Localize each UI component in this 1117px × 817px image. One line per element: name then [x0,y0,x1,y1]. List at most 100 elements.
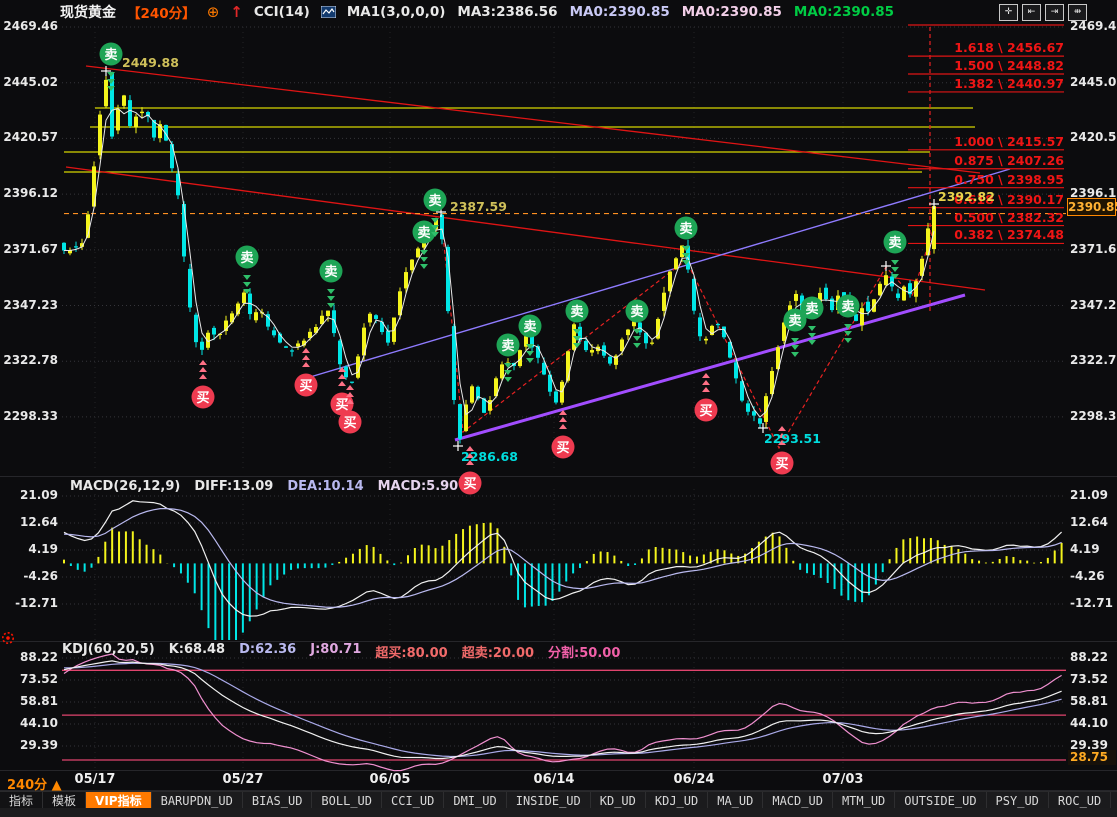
buy-badge-circle [551,435,575,459]
buy-signal-badge[interactable]: 买 [191,360,215,409]
zoom-in-axis-icon[interactable]: ⇥ [1045,4,1064,21]
timeframe-arrow-icon: ▲ [51,778,62,793]
sell-signal-badge[interactable]: 卖 [99,42,123,92]
indicator-tab[interactable]: CCI_UD [382,792,445,809]
buy-arrow-icon [338,367,346,372]
candle-body [926,228,930,256]
buy-signal-badge[interactable]: 买 [338,385,362,434]
indicator-tab[interactable]: PSY_UD [986,792,1049,809]
candle-body [398,291,402,316]
indicator-tab[interactable]: DMI_UD [444,792,507,809]
indicator-tab[interactable]: 模板 [43,792,87,809]
indicator-tab[interactable]: VIP指标 [86,792,152,809]
candle-body [152,119,156,138]
pivot-price-label: 2449.88 [122,55,179,70]
buy-signal-badge[interactable]: 买 [694,373,718,422]
more-tabs-button[interactable]: >> [1111,792,1117,809]
sell-signal-badge[interactable]: 卖 [625,299,649,349]
indicator-tab[interactable]: OUTSIDE_UD [895,792,987,809]
macd-header-value: DEA:10.14 [287,479,364,494]
sell-signal-badge[interactable]: 卖 [836,294,860,344]
indicator-tab[interactable]: ROC_UD [1048,792,1112,809]
add-indicator-icon[interactable]: ⊕ [206,3,220,21]
timeframe-selector[interactable]: 240分 ▲ [7,778,62,793]
buy-signal-badge[interactable]: 买 [294,348,318,397]
buy-badge-circle [694,398,718,422]
buy-arrow-icon [702,387,710,392]
candle-body [764,396,768,422]
sell-signal-badge[interactable]: 卖 [800,296,824,346]
sell-signal-badge[interactable]: 卖 [883,230,907,280]
mini-chart-icon [320,6,336,18]
zigzag-pattern-line[interactable] [440,214,934,450]
ascending-trendline-thin[interactable] [299,168,1011,381]
horizontal-scrollbar[interactable] [0,808,1117,817]
indicator-tab[interactable]: KDJ_UD [645,792,709,809]
buy-arrow-icon [466,446,474,451]
candle-body [464,404,468,432]
candle-body [524,336,528,347]
indicator-tab[interactable]: KD_UD [590,792,646,809]
indicator-tab[interactable]: 指标 [0,792,44,809]
kdj-header-value: K:68.48 [168,642,226,657]
buy-signal-badge[interactable]: 买 [770,426,794,475]
buy-signal-badge[interactable]: 买 [330,367,354,416]
indicator-tab[interactable]: INSIDE_UD [506,792,591,809]
buy-badge-text: 买 [463,477,476,492]
zoom-out-axis-icon[interactable]: ⇤ [1022,4,1041,21]
indicator-tab[interactable]: BARUPDN_UD [151,792,243,809]
indicator-tab[interactable]: MA_UD [708,792,764,809]
sell-arrow-icon [573,336,581,341]
sell-signal-badge[interactable]: 卖 [423,188,447,238]
sell-signal-badge[interactable]: 卖 [496,333,520,383]
sell-signal-badge[interactable]: 卖 [319,259,343,309]
kdj-panel-header: KDJ(60,20,5) K:68.48 D:62.36 J:80.71 超买:80.0… [62,642,620,661]
indicator-tab[interactable]: BOLL_UD [312,792,382,809]
period-label[interactable]: 【240分】 [127,6,196,22]
price-axis-label: 2371.67 [1070,241,1117,256]
candle-body [242,292,246,304]
sell-arrow-icon [633,336,641,341]
buy-badge-circle [294,373,318,397]
sell-badge-circle [319,259,343,283]
price-axis-label: 21.09 [1070,488,1108,503]
pan-tool-icon[interactable]: ✛ [999,4,1018,21]
buy-badge-text: 买 [299,379,312,394]
indicator-tab[interactable]: BIAS_UD [242,792,313,809]
buy-signal-badge[interactable]: 买 [551,410,575,459]
candle-body [140,111,144,114]
sell-signal-badge[interactable]: 卖 [674,216,698,266]
candle-body [320,315,324,325]
candle-body [932,206,936,250]
candle-body [296,343,300,347]
candle-body [404,272,408,289]
sell-arrow-icon [526,344,534,349]
ascending-support-line[interactable] [454,293,966,442]
macd-diff-line [63,500,1063,617]
buy-signal-badge[interactable]: 买 [458,446,482,495]
sell-badge-text: 卖 [841,299,854,315]
indicator-tab[interactable]: MACD_UD [763,792,833,809]
buy-badge-text: 买 [699,404,712,419]
candle-body [710,325,714,336]
descending-trendline[interactable] [85,65,981,174]
indicator-settings-icon[interactable] [1,631,16,646]
sell-signal-badge[interactable]: 卖 [565,299,589,349]
sell-signal-badge[interactable]: 卖 [235,245,259,295]
sell-signal-badge[interactable]: 卖 [412,220,436,270]
snap-right-icon[interactable]: ⇻ [1068,4,1087,21]
indicator-tab[interactable]: MTM_UD [832,792,896,809]
candle-body [122,95,126,106]
sell-signal-badge[interactable]: 卖 [518,314,542,364]
sell-arrow-icon [504,370,512,375]
sell-badge-circle [518,314,542,338]
candle-body [278,333,282,343]
descending-trendline[interactable] [65,166,986,291]
sell-arrow-icon [243,282,251,287]
sell-signal-badge[interactable]: 卖 [783,308,807,358]
buy-arrow-icon [302,348,310,353]
kdj-j-line [63,653,1062,772]
candle-body [746,403,750,412]
